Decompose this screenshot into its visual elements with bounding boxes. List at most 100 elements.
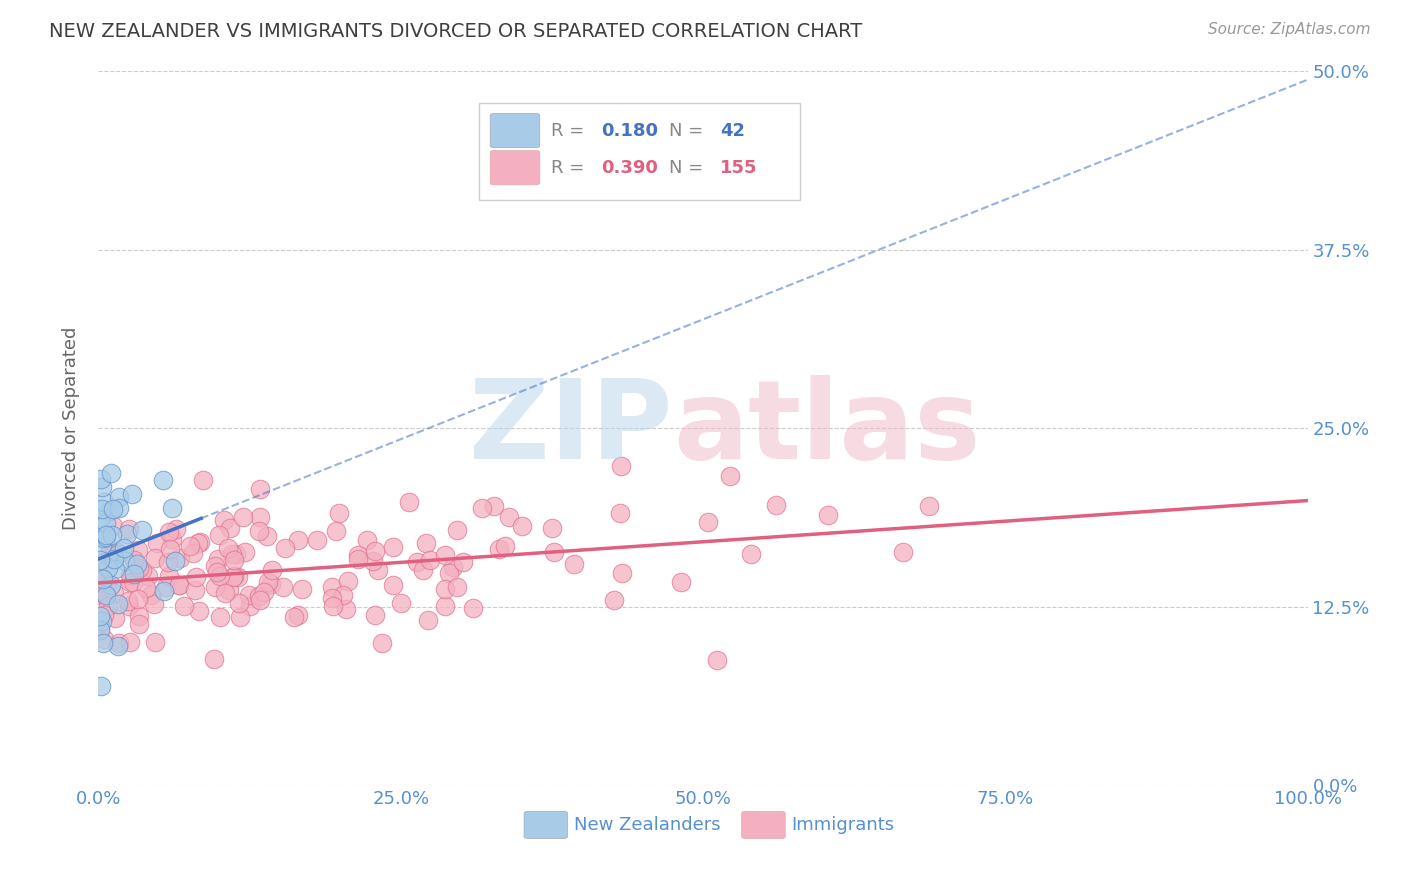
Point xyxy=(218,521,240,535)
Point xyxy=(163,554,186,568)
Point xyxy=(104,562,127,576)
Text: R =: R = xyxy=(551,159,589,177)
Point xyxy=(136,569,159,583)
Point xyxy=(446,524,468,538)
Point xyxy=(446,580,468,594)
Point xyxy=(89,552,111,566)
FancyBboxPatch shape xyxy=(479,103,800,200)
Point xyxy=(100,467,122,481)
Point xyxy=(157,569,180,583)
Point xyxy=(127,543,149,558)
Point xyxy=(179,539,201,553)
Point xyxy=(98,544,121,558)
Point xyxy=(256,529,278,543)
Point xyxy=(273,580,295,594)
Point xyxy=(364,607,387,622)
Point xyxy=(451,555,474,569)
Point xyxy=(389,596,412,610)
Point xyxy=(253,584,276,599)
Point xyxy=(103,586,125,600)
Point xyxy=(128,609,150,624)
Point xyxy=(364,544,387,558)
Point xyxy=(165,522,187,536)
Point xyxy=(273,541,295,556)
Point xyxy=(128,561,150,575)
Text: NEW ZEALANDER VS IMMIGRANTS DIVORCED OR SEPARATED CORRELATION CHART: NEW ZEALANDER VS IMMIGRANTS DIVORCED OR … xyxy=(49,22,862,41)
Point xyxy=(356,533,378,548)
Point xyxy=(101,548,124,562)
Point xyxy=(188,534,211,549)
Point xyxy=(159,542,181,557)
Point xyxy=(128,617,150,632)
Point xyxy=(169,551,191,566)
Point xyxy=(249,592,271,607)
Point xyxy=(122,553,145,567)
Point xyxy=(167,578,190,592)
Point xyxy=(114,553,136,567)
Point xyxy=(202,652,225,666)
Point xyxy=(238,588,260,602)
FancyBboxPatch shape xyxy=(491,113,540,148)
Point xyxy=(131,563,153,577)
Point xyxy=(89,574,111,589)
Point xyxy=(93,632,115,646)
Point xyxy=(187,536,209,550)
Point xyxy=(96,528,118,542)
Point xyxy=(120,567,142,582)
Point xyxy=(91,636,114,650)
Point xyxy=(217,541,239,556)
Point xyxy=(103,502,125,516)
Point xyxy=(239,599,262,613)
Point xyxy=(406,555,429,569)
Point xyxy=(817,508,839,523)
Point xyxy=(100,527,122,541)
Point xyxy=(188,604,211,618)
Point xyxy=(228,609,250,624)
Point xyxy=(97,561,120,575)
Point xyxy=(381,577,404,591)
Point xyxy=(124,566,146,581)
Point xyxy=(127,592,149,607)
Point xyxy=(918,499,941,513)
Point xyxy=(488,541,510,556)
Point xyxy=(104,543,127,558)
Point xyxy=(157,555,180,569)
Point xyxy=(541,521,564,535)
Point xyxy=(207,551,229,566)
Point xyxy=(181,546,204,560)
Point xyxy=(332,588,354,602)
Point xyxy=(91,572,114,586)
Point xyxy=(543,545,565,559)
Point xyxy=(249,590,271,604)
Point xyxy=(89,588,111,602)
Point xyxy=(191,473,214,487)
Point xyxy=(117,593,139,607)
Point xyxy=(93,607,115,622)
Point xyxy=(142,597,165,611)
Point xyxy=(208,527,231,541)
Point xyxy=(419,553,441,567)
Point xyxy=(562,557,585,571)
Point xyxy=(107,500,129,515)
Point xyxy=(94,589,117,603)
Point xyxy=(89,608,111,623)
Point xyxy=(173,599,195,613)
Point xyxy=(108,490,131,504)
Point xyxy=(103,552,125,566)
Point xyxy=(100,578,122,592)
Point xyxy=(107,640,129,654)
Point xyxy=(145,635,167,649)
Point xyxy=(222,569,245,583)
Point xyxy=(706,653,728,667)
Point xyxy=(337,574,360,589)
Point xyxy=(346,548,368,562)
Point xyxy=(118,599,141,614)
Point xyxy=(291,582,314,596)
Point xyxy=(232,510,254,524)
Text: N =: N = xyxy=(669,121,709,139)
Point xyxy=(439,566,461,580)
Point xyxy=(108,636,131,650)
Point xyxy=(96,530,118,544)
Point xyxy=(204,580,226,594)
Point xyxy=(162,532,184,546)
